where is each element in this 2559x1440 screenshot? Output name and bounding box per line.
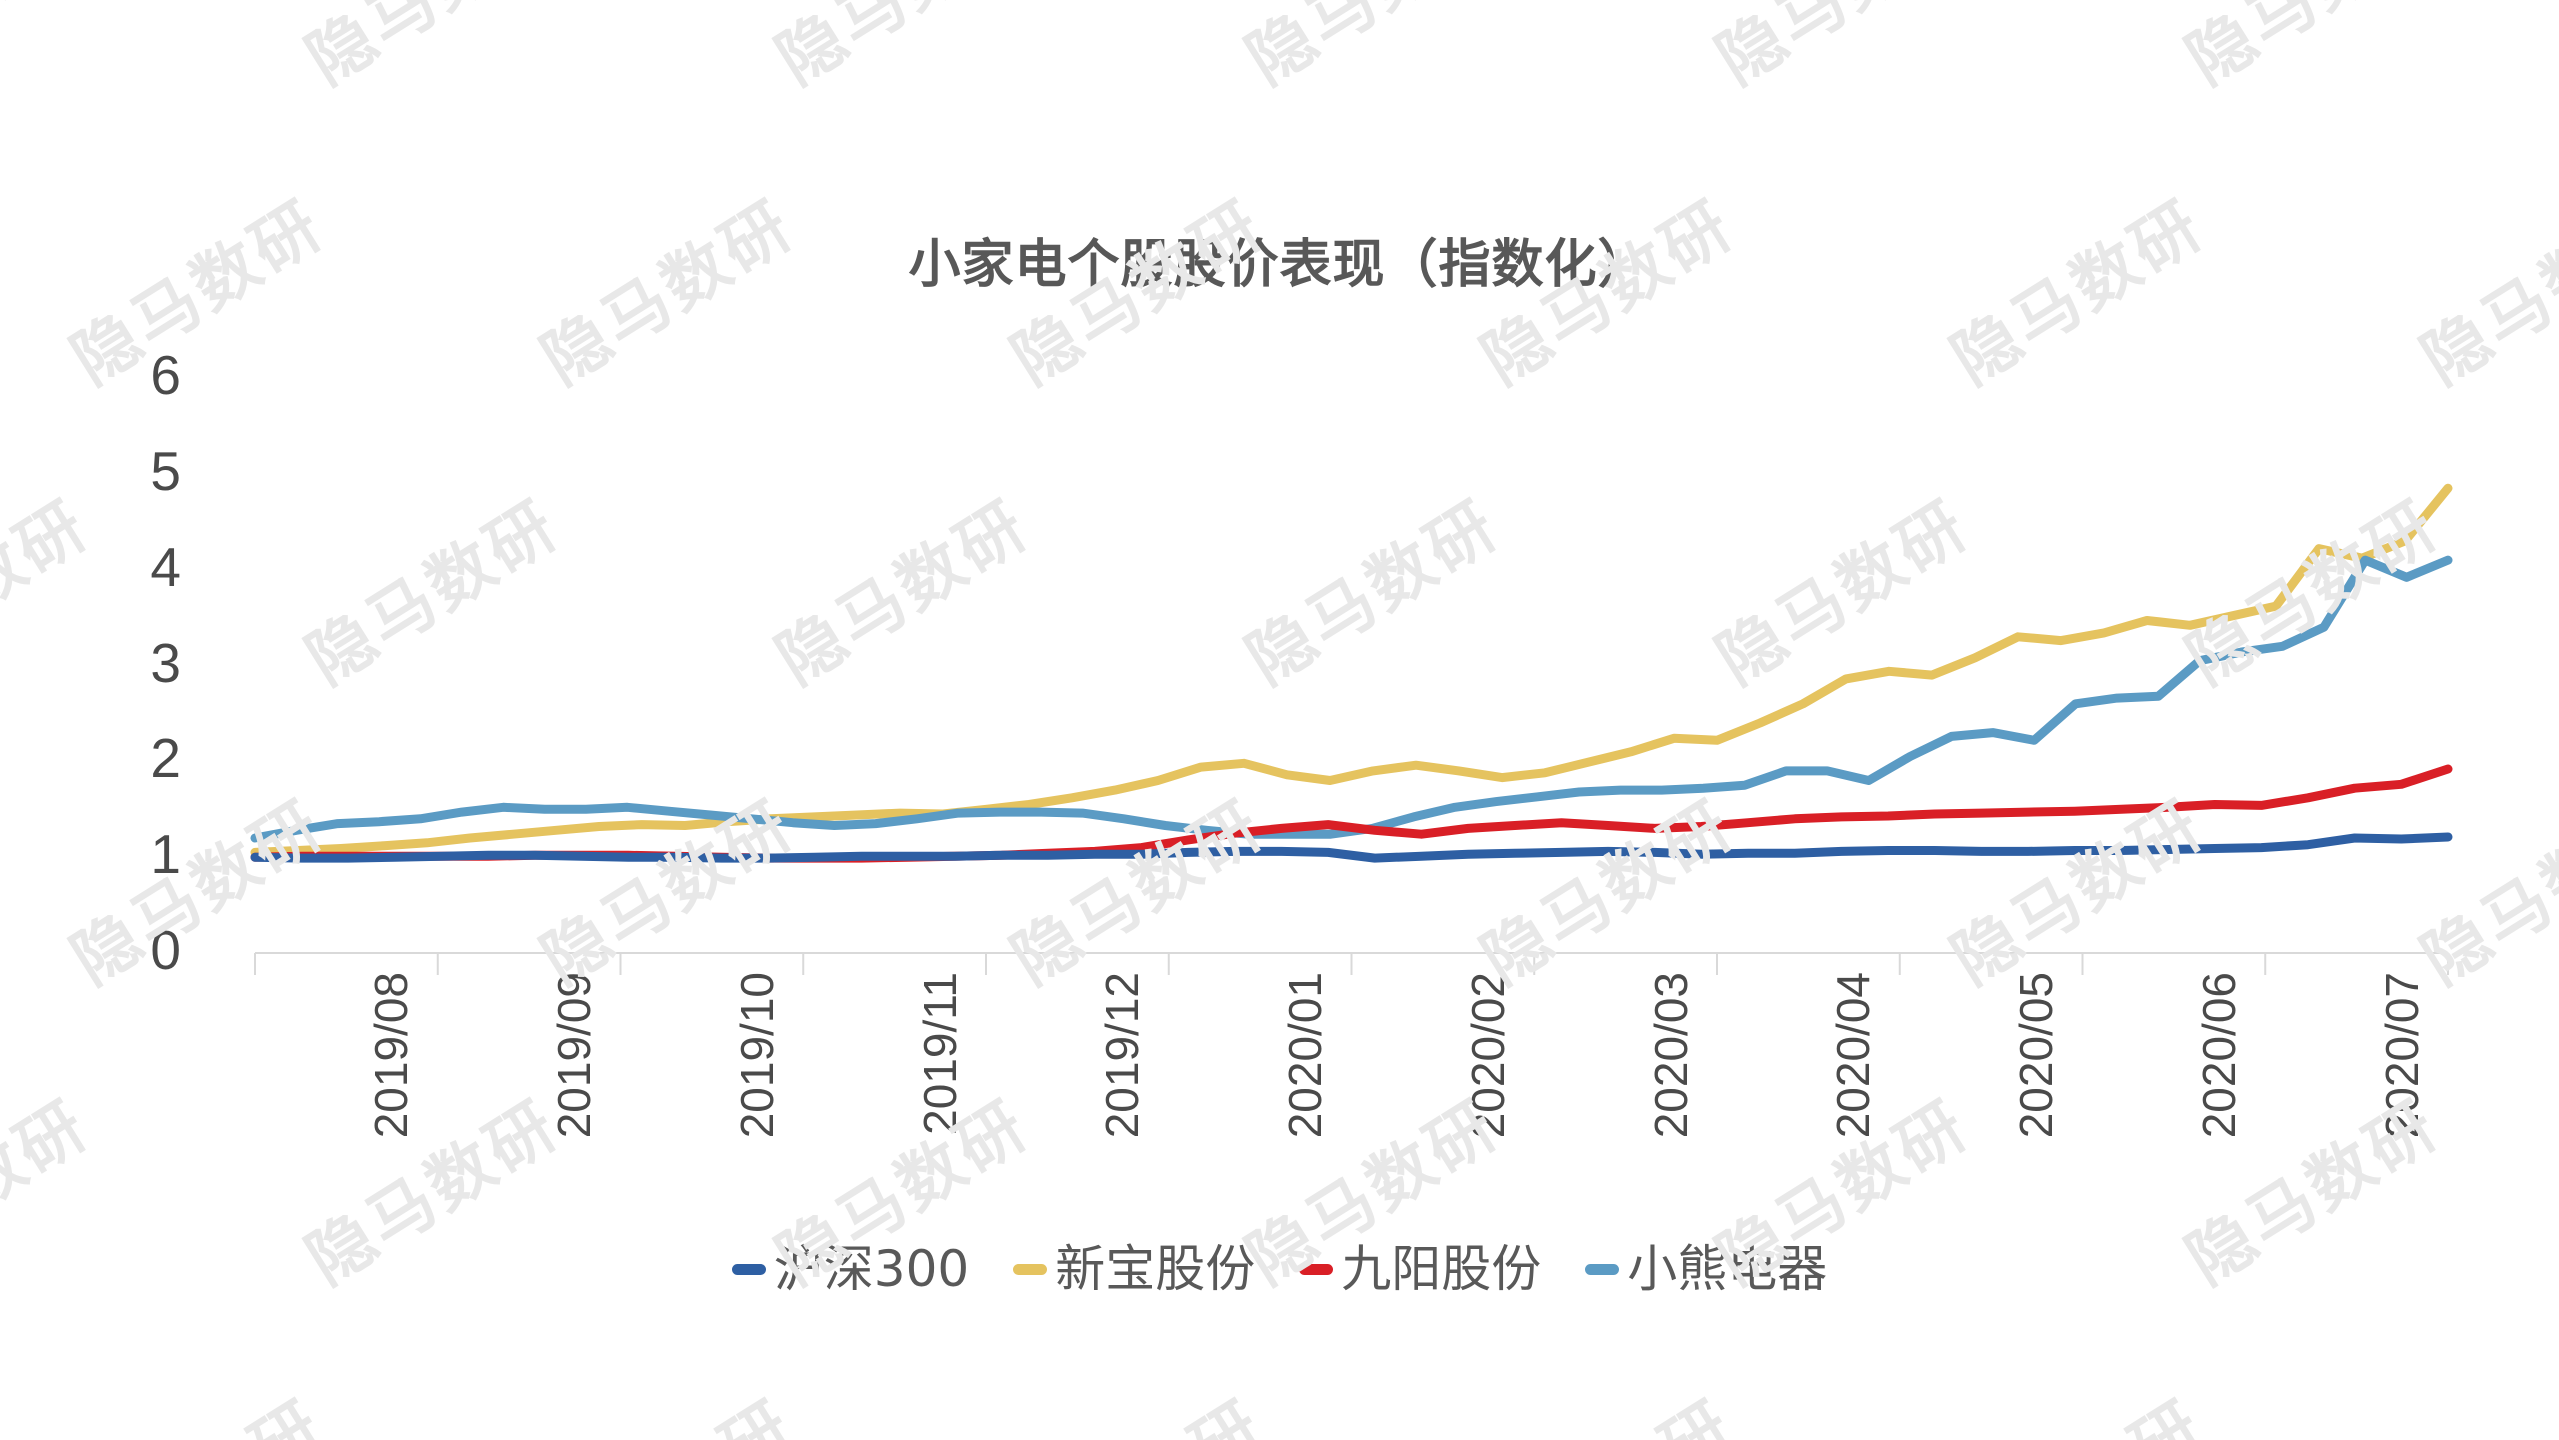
x-axis-tick-label: 2019/11 — [913, 972, 966, 1135]
legend-item-沪深300[interactable]: 沪深300 — [731, 1240, 970, 1298]
legend-label: 小熊电器 — [1627, 1240, 1828, 1298]
x-axis-tick-label: 2020/06 — [2192, 972, 2245, 1139]
series-line-新宝股份 — [250, 483, 2453, 857]
y-axis-tick-label: 0 — [150, 919, 181, 981]
y-axis-tick-label: 3 — [150, 631, 181, 694]
x-axis-tick-label: 2019/08 — [365, 972, 418, 1139]
y-axis-tick-label: 2 — [150, 727, 181, 790]
chart-legend: 沪深300 新宝股份 九阳股份 小熊电器 — [0, 1244, 2559, 1294]
legend-label: 沪深300 — [773, 1240, 970, 1298]
x-axis-tick-label: 2020/05 — [2010, 972, 2063, 1139]
legend-item-新宝股份[interactable]: 新宝股份 — [1013, 1244, 1255, 1294]
legend-label: 九阳股份 — [1341, 1240, 1542, 1298]
y-axis-tick-label: 4 — [150, 535, 181, 598]
legend-swatch-icon — [731, 1263, 766, 1275]
x-axis-tick-label: 2020/02 — [1461, 972, 1514, 1139]
series-line-沪深300 — [250, 832, 2453, 863]
x-axis-tick-label: 2019/09 — [548, 972, 601, 1139]
series-line-小熊电器 — [250, 555, 2453, 843]
legend-swatch-icon — [1299, 1263, 1334, 1275]
y-axis-tick-label: 5 — [150, 439, 181, 502]
x-axis-tick-label: 2019/10 — [730, 972, 783, 1139]
x-axis-tick-label: 2019/12 — [1096, 972, 1149, 1139]
chart-title: 小家电个股股价表现（指数化） — [908, 235, 1651, 295]
legend-item-九阳股份[interactable]: 九阳股份 — [1299, 1244, 1541, 1294]
legend-swatch-icon — [1585, 1263, 1620, 1275]
y-axis-tick-label: 6 — [150, 344, 181, 406]
x-axis-tick-label: 2020/01 — [1279, 972, 1332, 1139]
x-axis-tick-label: 2020/04 — [1827, 972, 1880, 1139]
x-axis-tick-label: 2020/03 — [1644, 972, 1697, 1139]
legend-label: 新宝股份 — [1055, 1240, 1256, 1298]
legend-swatch-icon — [1013, 1263, 1048, 1275]
x-axis-tick-label: 2020/07 — [2375, 972, 2428, 1139]
legend-item-小熊电器[interactable]: 小熊电器 — [1585, 1244, 1827, 1294]
y-axis-tick-label: 1 — [150, 823, 181, 886]
